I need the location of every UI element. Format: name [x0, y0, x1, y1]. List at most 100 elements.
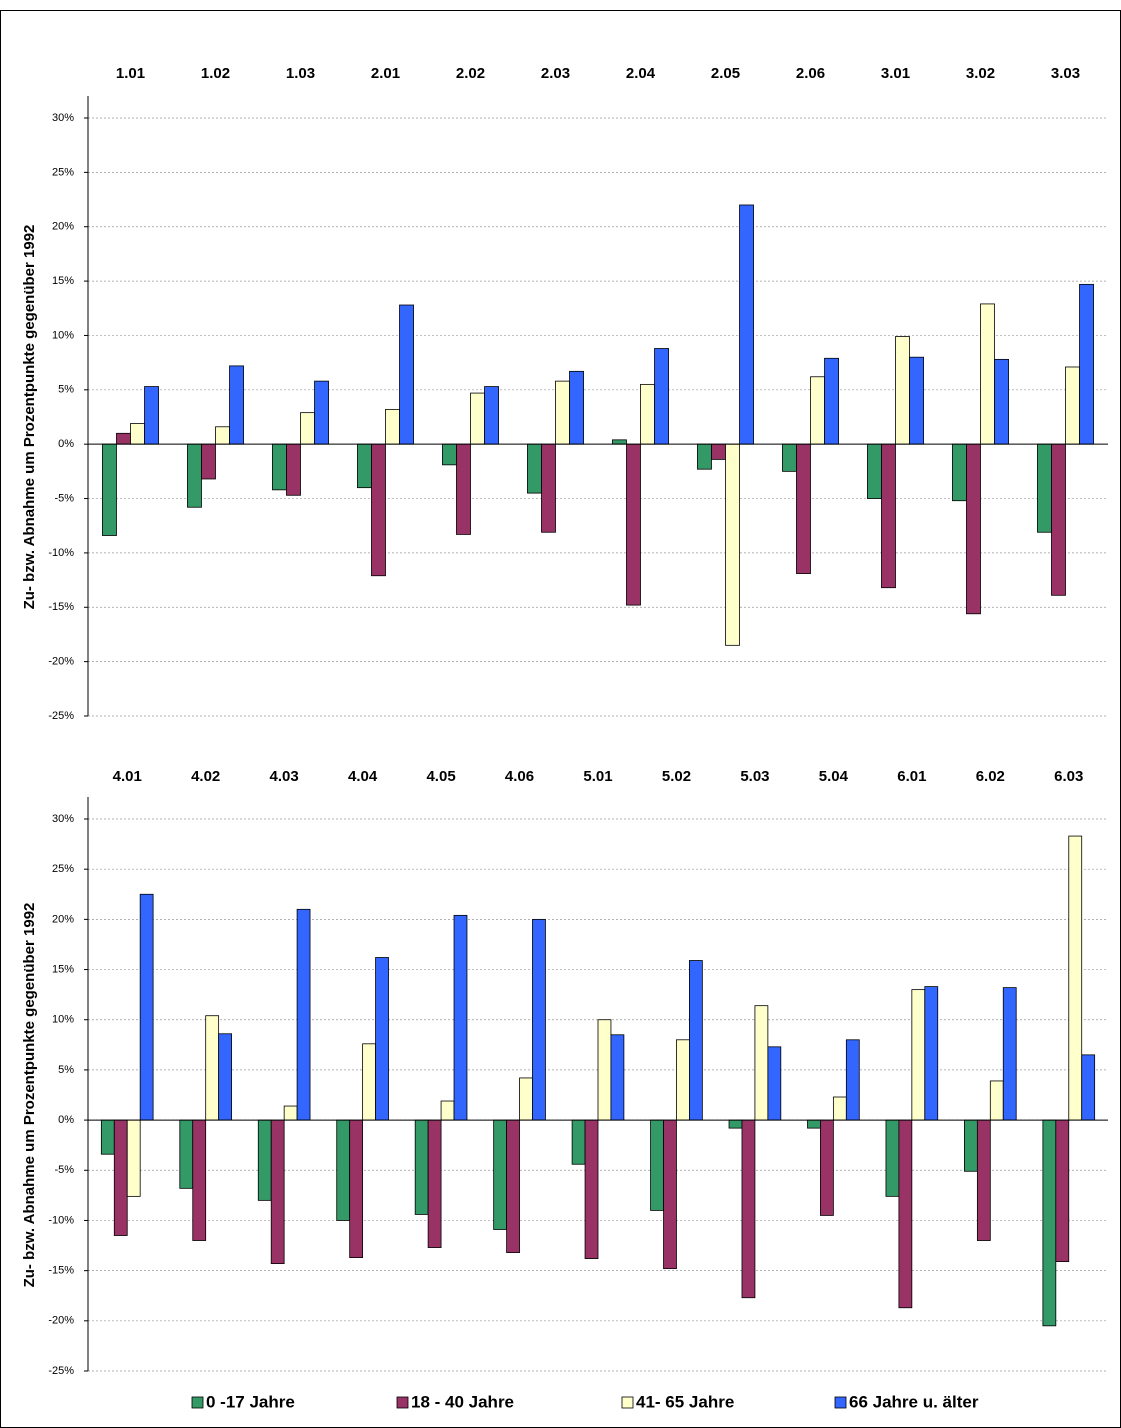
legend-label: 18 - 40 Jahre: [411, 1392, 514, 1411]
bar: [612, 439, 627, 445]
bar: [654, 348, 669, 445]
bar: [832, 1096, 847, 1121]
bar: [782, 443, 797, 472]
category-label: 1.03: [286, 65, 315, 82]
legend-swatch: [834, 1396, 847, 1409]
bar: [385, 408, 400, 445]
legend-swatch: [621, 1396, 634, 1409]
bar: [1079, 283, 1094, 445]
bar: [676, 1039, 690, 1121]
bar: [527, 443, 542, 494]
y-tick-label: -20%: [48, 1315, 74, 1327]
category-label: 3.02: [966, 65, 995, 82]
bar: [810, 376, 825, 445]
y-axis-title: Zu- bzw. Abnahme um Prozentpunkte gegenü…: [21, 903, 38, 1288]
bar: [215, 426, 230, 445]
category-label: 5.01: [583, 768, 612, 785]
bar: [689, 960, 703, 1121]
legend-label: 0 -17 Jahre: [206, 1392, 295, 1411]
bar: [966, 443, 981, 615]
bar: [314, 380, 329, 445]
bar: [493, 1119, 507, 1230]
bar: [102, 443, 117, 536]
bar: [728, 1119, 743, 1129]
bar: [1068, 835, 1083, 1121]
bar: [519, 1077, 533, 1121]
y-tick-label: 15%: [52, 963, 74, 975]
category-label: 5.04: [819, 768, 849, 785]
bar: [571, 1119, 586, 1165]
bar: [989, 1080, 1004, 1121]
bar: [116, 432, 131, 445]
category-label: 4.01: [113, 768, 142, 785]
bar: [610, 1034, 625, 1121]
category-label: 6.02: [976, 768, 1005, 785]
bar: [1081, 1054, 1096, 1121]
y-tick-label: -15%: [48, 1265, 74, 1277]
y-tick-label: 5%: [58, 384, 74, 396]
bar: [414, 1119, 429, 1215]
category-label: 2.02: [456, 65, 485, 82]
bar: [130, 423, 145, 445]
bar: [739, 204, 754, 445]
bar: [697, 443, 712, 470]
bar: [725, 443, 740, 646]
bar: [898, 1119, 913, 1309]
y-tick-label: -15%: [48, 601, 74, 613]
bar: [100, 1119, 115, 1155]
legend-label: 66 Jahre u. älter: [849, 1392, 979, 1411]
bar: [229, 365, 244, 445]
y-tick-label: -25%: [48, 1365, 74, 1377]
bar: [807, 1119, 821, 1129]
bar: [541, 443, 556, 533]
y-tick-label: 20%: [52, 221, 74, 233]
bar: [911, 989, 926, 1121]
bar: [741, 1119, 756, 1299]
legend-swatch: [396, 1396, 409, 1409]
bar: [650, 1119, 664, 1211]
category-label: 2.03: [541, 65, 570, 82]
bar: [994, 358, 1009, 445]
bar: [272, 443, 287, 491]
bar: [506, 1119, 520, 1253]
bar: [440, 1100, 455, 1121]
bar: [144, 386, 159, 445]
bar: [336, 1119, 351, 1221]
bar: [584, 1119, 599, 1259]
category-label: 4.04: [348, 768, 378, 785]
bar: [569, 370, 584, 445]
bar: [820, 1119, 834, 1216]
bar: [1055, 1119, 1070, 1263]
bar: [597, 1019, 612, 1121]
y-tick-label: 30%: [52, 813, 74, 825]
bar: [532, 918, 546, 1121]
bar: [845, 1039, 860, 1121]
y-tick-label: 0%: [58, 1114, 74, 1126]
bar: [139, 893, 154, 1121]
y-tick-label: 0%: [58, 438, 74, 450]
bar: [201, 443, 216, 480]
bar: [371, 443, 386, 577]
category-label: 6.01: [897, 768, 926, 785]
y-tick-label: -20%: [48, 656, 74, 668]
bar: [924, 986, 939, 1121]
category-label: 2.06: [796, 65, 825, 82]
bar: [711, 443, 726, 460]
bar: [427, 1119, 442, 1248]
y-tick-label: 10%: [52, 329, 74, 341]
bar: [484, 386, 499, 445]
bar: [349, 1119, 364, 1258]
category-label: 4.05: [426, 768, 455, 785]
legend-label: 41- 65 Jahre: [636, 1392, 734, 1411]
bar: [470, 392, 485, 445]
bar: [980, 303, 995, 445]
bar: [1065, 366, 1080, 445]
y-tick-label: -5%: [54, 1164, 74, 1176]
bar: [218, 1033, 232, 1121]
bar: [257, 1119, 272, 1201]
y-tick-label: 5%: [58, 1064, 74, 1076]
bar: [881, 443, 896, 589]
y-tick-label: 10%: [52, 1014, 74, 1026]
bar: [555, 380, 570, 445]
